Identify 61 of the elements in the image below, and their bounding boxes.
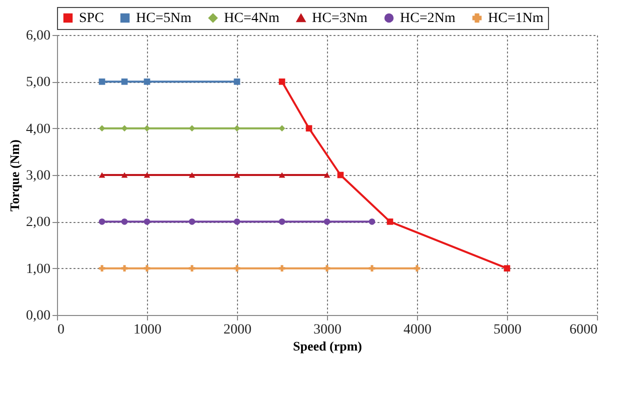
point — [278, 125, 286, 132]
point — [144, 172, 150, 178]
point — [414, 265, 420, 272]
point — [278, 78, 286, 85]
point — [504, 265, 510, 272]
point — [188, 218, 196, 225]
point — [324, 218, 330, 225]
y-tick-label: 1,00 — [26, 262, 50, 277]
point — [98, 172, 106, 178]
y-tick-label: 6,00 — [26, 28, 50, 44]
x-tick-label: 6000 — [570, 322, 598, 338]
y-tick-label: 3,00 — [26, 168, 50, 184]
point — [188, 125, 196, 132]
x-tick-label: 5000 — [494, 322, 522, 338]
legend-label: HC=2Nm — [400, 11, 456, 26]
point — [188, 172, 196, 178]
point — [324, 265, 330, 272]
legend-label: HC=4Nm — [224, 11, 280, 26]
point — [337, 172, 344, 178]
point — [121, 125, 128, 132]
legend-label: HC=5Nm — [136, 11, 192, 26]
point — [144, 78, 150, 85]
point — [324, 172, 330, 178]
point — [144, 218, 150, 225]
point — [144, 265, 150, 272]
x-tick-label: 4000 — [404, 322, 432, 338]
x-tick-label: 3000 — [314, 322, 342, 338]
point — [386, 218, 394, 225]
point — [98, 265, 106, 272]
point — [144, 125, 150, 132]
y-tick-label: 5,00 — [26, 75, 50, 90]
point — [98, 218, 106, 225]
legend-label: HC=3Nm — [312, 11, 368, 26]
point — [234, 172, 240, 178]
point — [306, 125, 312, 132]
point — [121, 78, 128, 85]
point — [121, 172, 128, 178]
legend-label: HC=1Nm — [488, 11, 544, 26]
point — [234, 265, 240, 272]
y-tick-label: 0,00 — [26, 308, 50, 324]
y-tick-label: 2,00 — [26, 215, 50, 230]
point — [188, 265, 196, 272]
y-axis-title: Torque (Nm) — [7, 140, 22, 212]
point — [278, 218, 286, 225]
point — [368, 265, 376, 272]
y-tick-label: 4,00 — [26, 122, 50, 137]
point — [234, 78, 240, 85]
x-tick-label: 0 — [58, 322, 64, 338]
point — [98, 78, 106, 85]
legend-label: SPC — [79, 11, 104, 26]
point — [121, 265, 128, 272]
x-tick-label: 2000 — [224, 322, 252, 338]
point — [234, 125, 240, 132]
point — [121, 218, 128, 225]
point — [368, 218, 376, 225]
x-tick-label: 1000 — [134, 322, 162, 338]
x-axis-title: Speed (rpm) — [293, 338, 362, 354]
point — [234, 218, 240, 225]
point — [278, 265, 286, 272]
point — [278, 172, 286, 178]
point — [98, 125, 106, 132]
